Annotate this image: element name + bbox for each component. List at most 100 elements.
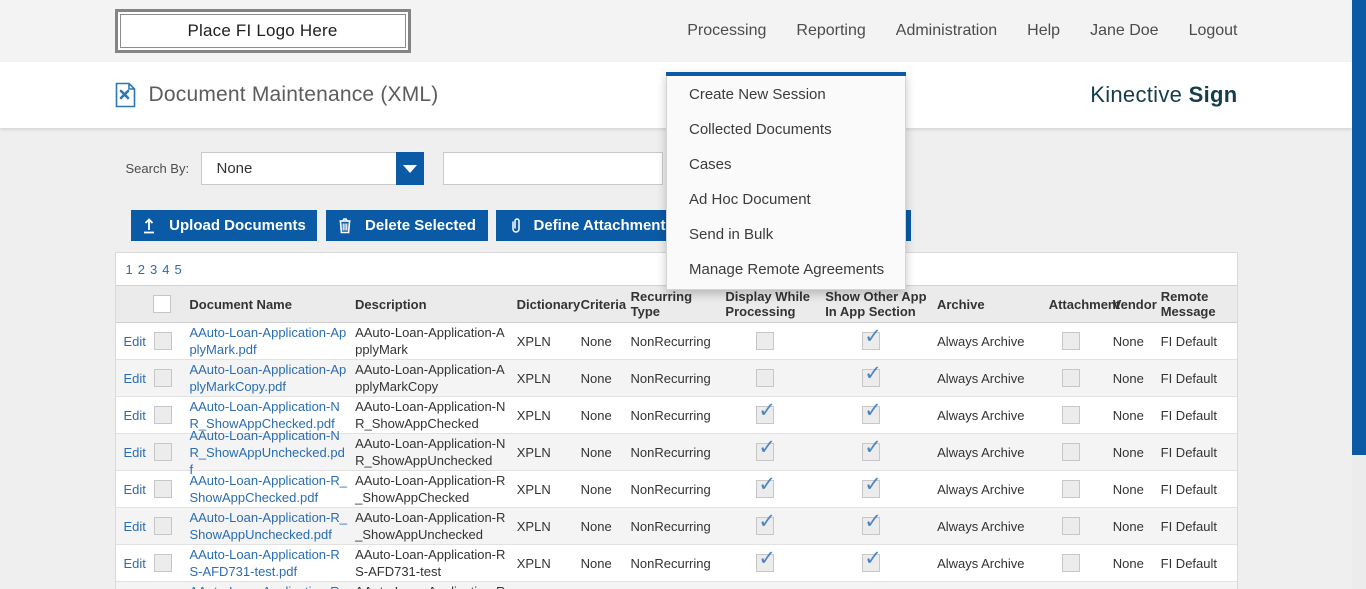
col-header-attachment: Attachment (1048, 296, 1121, 312)
delete-selected-label: Delete Selected (365, 217, 476, 234)
edit-link[interactable]: Edit (123, 555, 146, 571)
remote-message-cell: FI Default (1160, 444, 1217, 460)
menu-item-create-new-session[interactable]: Create New Session (689, 85, 826, 103)
top-bar: Place FI Logo Here Processing Reporting … (0, 0, 1352, 62)
search-by-select[interactable]: None (200, 152, 424, 185)
attachment-checkbox[interactable] (1061, 369, 1080, 387)
page-link-1[interactable]: 1 (125, 261, 133, 277)
attachment-checkbox[interactable] (1061, 443, 1080, 461)
document-name-link[interactable]: AAuto-Loan-Application-ApplyMarkCopy.pdf (189, 362, 347, 394)
show-other-app-checkbox[interactable] (862, 398, 882, 424)
menu-item-cases[interactable]: Cases (689, 155, 732, 173)
row-select-checkbox[interactable] (153, 480, 172, 498)
col-header-vendor: Vendor (1112, 296, 1157, 312)
edit-link[interactable]: Edit (123, 333, 146, 349)
table-row: Edit AAuto-Loan-Application-ApplyMark.pd… (115, 323, 1237, 360)
display-while-processing-checkbox[interactable] (756, 435, 776, 461)
vendor-cell (1113, 582, 1161, 589)
show-other-app-checkbox[interactable] (862, 361, 882, 387)
page-link-2[interactable]: 2 (137, 261, 145, 277)
criteria-cell: None (580, 370, 612, 386)
display-while-processing-checkbox[interactable] (756, 546, 776, 572)
document-name-link[interactable]: AAuto-Loan-Application-NR_ShowAppUncheck… (189, 427, 345, 477)
edit-link[interactable]: Edit (123, 370, 146, 386)
edit-link[interactable]: Edit (123, 518, 146, 534)
nav-item-processing[interactable]: Processing (687, 22, 767, 39)
criteria-cell: None (580, 444, 612, 460)
archive-cell: Always Archive (937, 518, 1025, 534)
show-other-app-checkbox[interactable] (862, 472, 882, 498)
criteria-cell: None (580, 555, 612, 571)
scrollbar-thumb[interactable] (1352, 0, 1366, 455)
page-link-5[interactable]: 5 (174, 261, 182, 277)
row-select-checkbox[interactable] (153, 406, 172, 424)
display-while-processing-checkbox[interactable] (756, 472, 776, 498)
row-select-checkbox[interactable] (153, 443, 172, 461)
attachment-checkbox[interactable] (1061, 480, 1080, 498)
col-header-edit (116, 286, 154, 322)
display-while-processing-checkbox[interactable] (756, 332, 775, 350)
edit-link[interactable]: Edit (123, 481, 146, 497)
brand-name: Kinective (1090, 82, 1183, 107)
description-cell: AAuto-Loan-Application-NR_ShowAppUncheck… (355, 436, 506, 468)
show-other-app-checkbox[interactable] (862, 509, 882, 535)
col-header-dictionary: Dictionary (516, 296, 581, 312)
attachment-checkbox[interactable] (1061, 332, 1080, 350)
display-while-processing-checkbox[interactable] (756, 398, 776, 424)
document-name-link[interactable]: AAuto-Loan-Application-NR_ShowAppChecked… (189, 399, 340, 431)
menu-item-send-in-bulk[interactable]: Send in Bulk (689, 225, 774, 243)
table-row: Edit AAuto-Loan-Application-R_ShowAppUnc… (115, 508, 1237, 545)
nav-item-user[interactable]: Jane Doe (1090, 22, 1159, 39)
row-select-checkbox[interactable] (153, 517, 172, 535)
document-name-link[interactable]: AAuto-Loan-Application-RS- (189, 583, 347, 589)
dictionary-cell: XPLN (516, 370, 551, 386)
nav-item-help[interactable]: Help (1027, 22, 1061, 39)
nav-item-reporting[interactable]: Reporting (796, 22, 866, 39)
recurring-type-cell (631, 582, 726, 589)
remote-message-cell (1161, 582, 1237, 589)
edit-link[interactable]: Edit (123, 407, 146, 423)
display-while-processing-checkbox[interactable] (756, 369, 775, 387)
delete-selected-button[interactable]: Delete Selected (325, 210, 488, 241)
attachment-checkbox[interactable] (1061, 517, 1080, 535)
row-select-checkbox[interactable] (153, 369, 172, 387)
display-while-processing-checkbox[interactable] (756, 509, 776, 535)
upload-documents-button[interactable]: Upload Documents (130, 210, 317, 241)
nav-item-administration[interactable]: Administration (895, 22, 998, 39)
document-name-link[interactable]: AAuto-Loan-Application-RS-AFD731-test.pd… (189, 547, 340, 579)
row-select-checkbox[interactable] (153, 554, 172, 572)
col-header-criteria: Criteria (580, 296, 627, 312)
show-other-app-checkbox[interactable] (862, 546, 882, 572)
description-cell: AAuto-Loan-Application-RS-AFD731-test (355, 547, 506, 579)
show-other-app-checkbox[interactable] (862, 435, 882, 461)
row-select-checkbox[interactable] (153, 332, 172, 350)
table-row: Edit AAuto-Loan-Application-RS-AFD731-te… (115, 545, 1237, 582)
table-row: Edit AAuto-Loan-Application-R_ShowAppChe… (115, 471, 1237, 508)
document-name-link[interactable]: AAuto-Loan-Application-R_ShowAppUnchecke… (189, 510, 347, 542)
attachment-checkbox[interactable] (1061, 554, 1080, 572)
select-dropdown-button[interactable] (395, 152, 424, 185)
vendor-cell: None (1112, 407, 1144, 423)
menu-accent-bar (666, 72, 906, 76)
document-name-link[interactable]: AAuto-Loan-Application-ApplyMark.pdf (189, 325, 347, 357)
select-all-checkbox[interactable] (153, 295, 172, 313)
page-link-4[interactable]: 4 (162, 261, 170, 277)
menu-item-manage-remote-agreements[interactable]: Manage Remote Agreements (689, 260, 885, 278)
search-input[interactable] (442, 152, 663, 185)
menu-item-collected-documents[interactable]: Collected Documents (689, 120, 832, 138)
page-link-3[interactable]: 3 (149, 261, 158, 277)
attachment-checkbox[interactable] (1061, 406, 1080, 424)
show-other-app-checkbox[interactable] (862, 324, 882, 350)
recurring-type-cell: NonRecurring (630, 444, 711, 460)
edit-link[interactable]: Edit (123, 444, 146, 460)
processing-dropdown-menu: Create New Session Collected Documents C… (666, 72, 906, 290)
document-name-link[interactable]: AAuto-Loan-Application-R_ShowAppChecked.… (189, 473, 347, 505)
table-row: Edit AAuto-Loan-Application-ApplyMarkCop… (115, 360, 1237, 397)
menu-item-ad-hoc-document[interactable]: Ad Hoc Document (689, 190, 811, 208)
remote-message-cell: FI Default (1160, 370, 1217, 386)
archive-cell: Always Archive (937, 370, 1025, 386)
nav-item-logout[interactable]: Logout (1188, 22, 1238, 39)
scrollbar-track[interactable] (1352, 0, 1366, 589)
criteria-cell: None (580, 518, 612, 534)
table-row: Edit AAuto-Loan-Application-NR_ShowAppCh… (115, 397, 1237, 434)
